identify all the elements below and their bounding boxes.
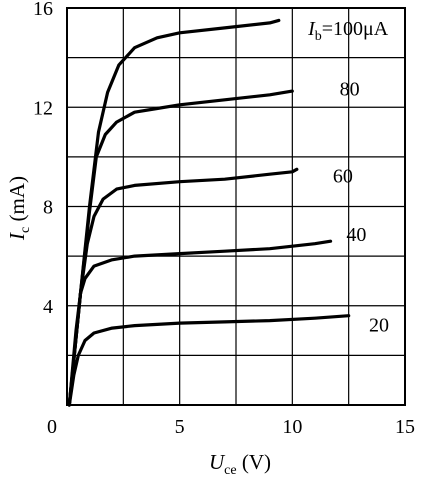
x-tick-label: 10: [282, 416, 302, 438]
plot-frame: [66, 7, 406, 406]
y-tick-label: 8: [43, 197, 53, 219]
series-line-20: [67, 314, 351, 407]
grid: [67, 8, 405, 405]
x-tick-label: 15: [395, 416, 415, 438]
x-tick-label: 5: [175, 416, 185, 438]
y-tick-label: 16: [33, 0, 53, 20]
series-lines: [67, 18, 351, 407]
x-axis-label: Uce (V): [209, 450, 271, 477]
curve-label-20: 20: [369, 314, 389, 336]
curve-label-80: 80: [340, 79, 360, 101]
y-axis-label: Ic (mA): [5, 176, 33, 241]
curve-label-100: Ib=100μA: [307, 18, 389, 44]
series-line-100: [67, 18, 281, 407]
curve-labels: Ib=100μA 80 60 40 20: [307, 18, 389, 337]
series-line-60: [67, 167, 299, 407]
y-tick-label: 4: [43, 296, 53, 318]
y-tick-label: 12: [33, 97, 53, 119]
curve-label-40: 40: [346, 224, 366, 246]
axes: [66, 7, 406, 406]
curve-label-60: 60: [333, 165, 353, 187]
x-tick-label: 0: [47, 416, 57, 438]
tick-labels: 0 5 10 15 4 8 12 16: [33, 0, 415, 438]
